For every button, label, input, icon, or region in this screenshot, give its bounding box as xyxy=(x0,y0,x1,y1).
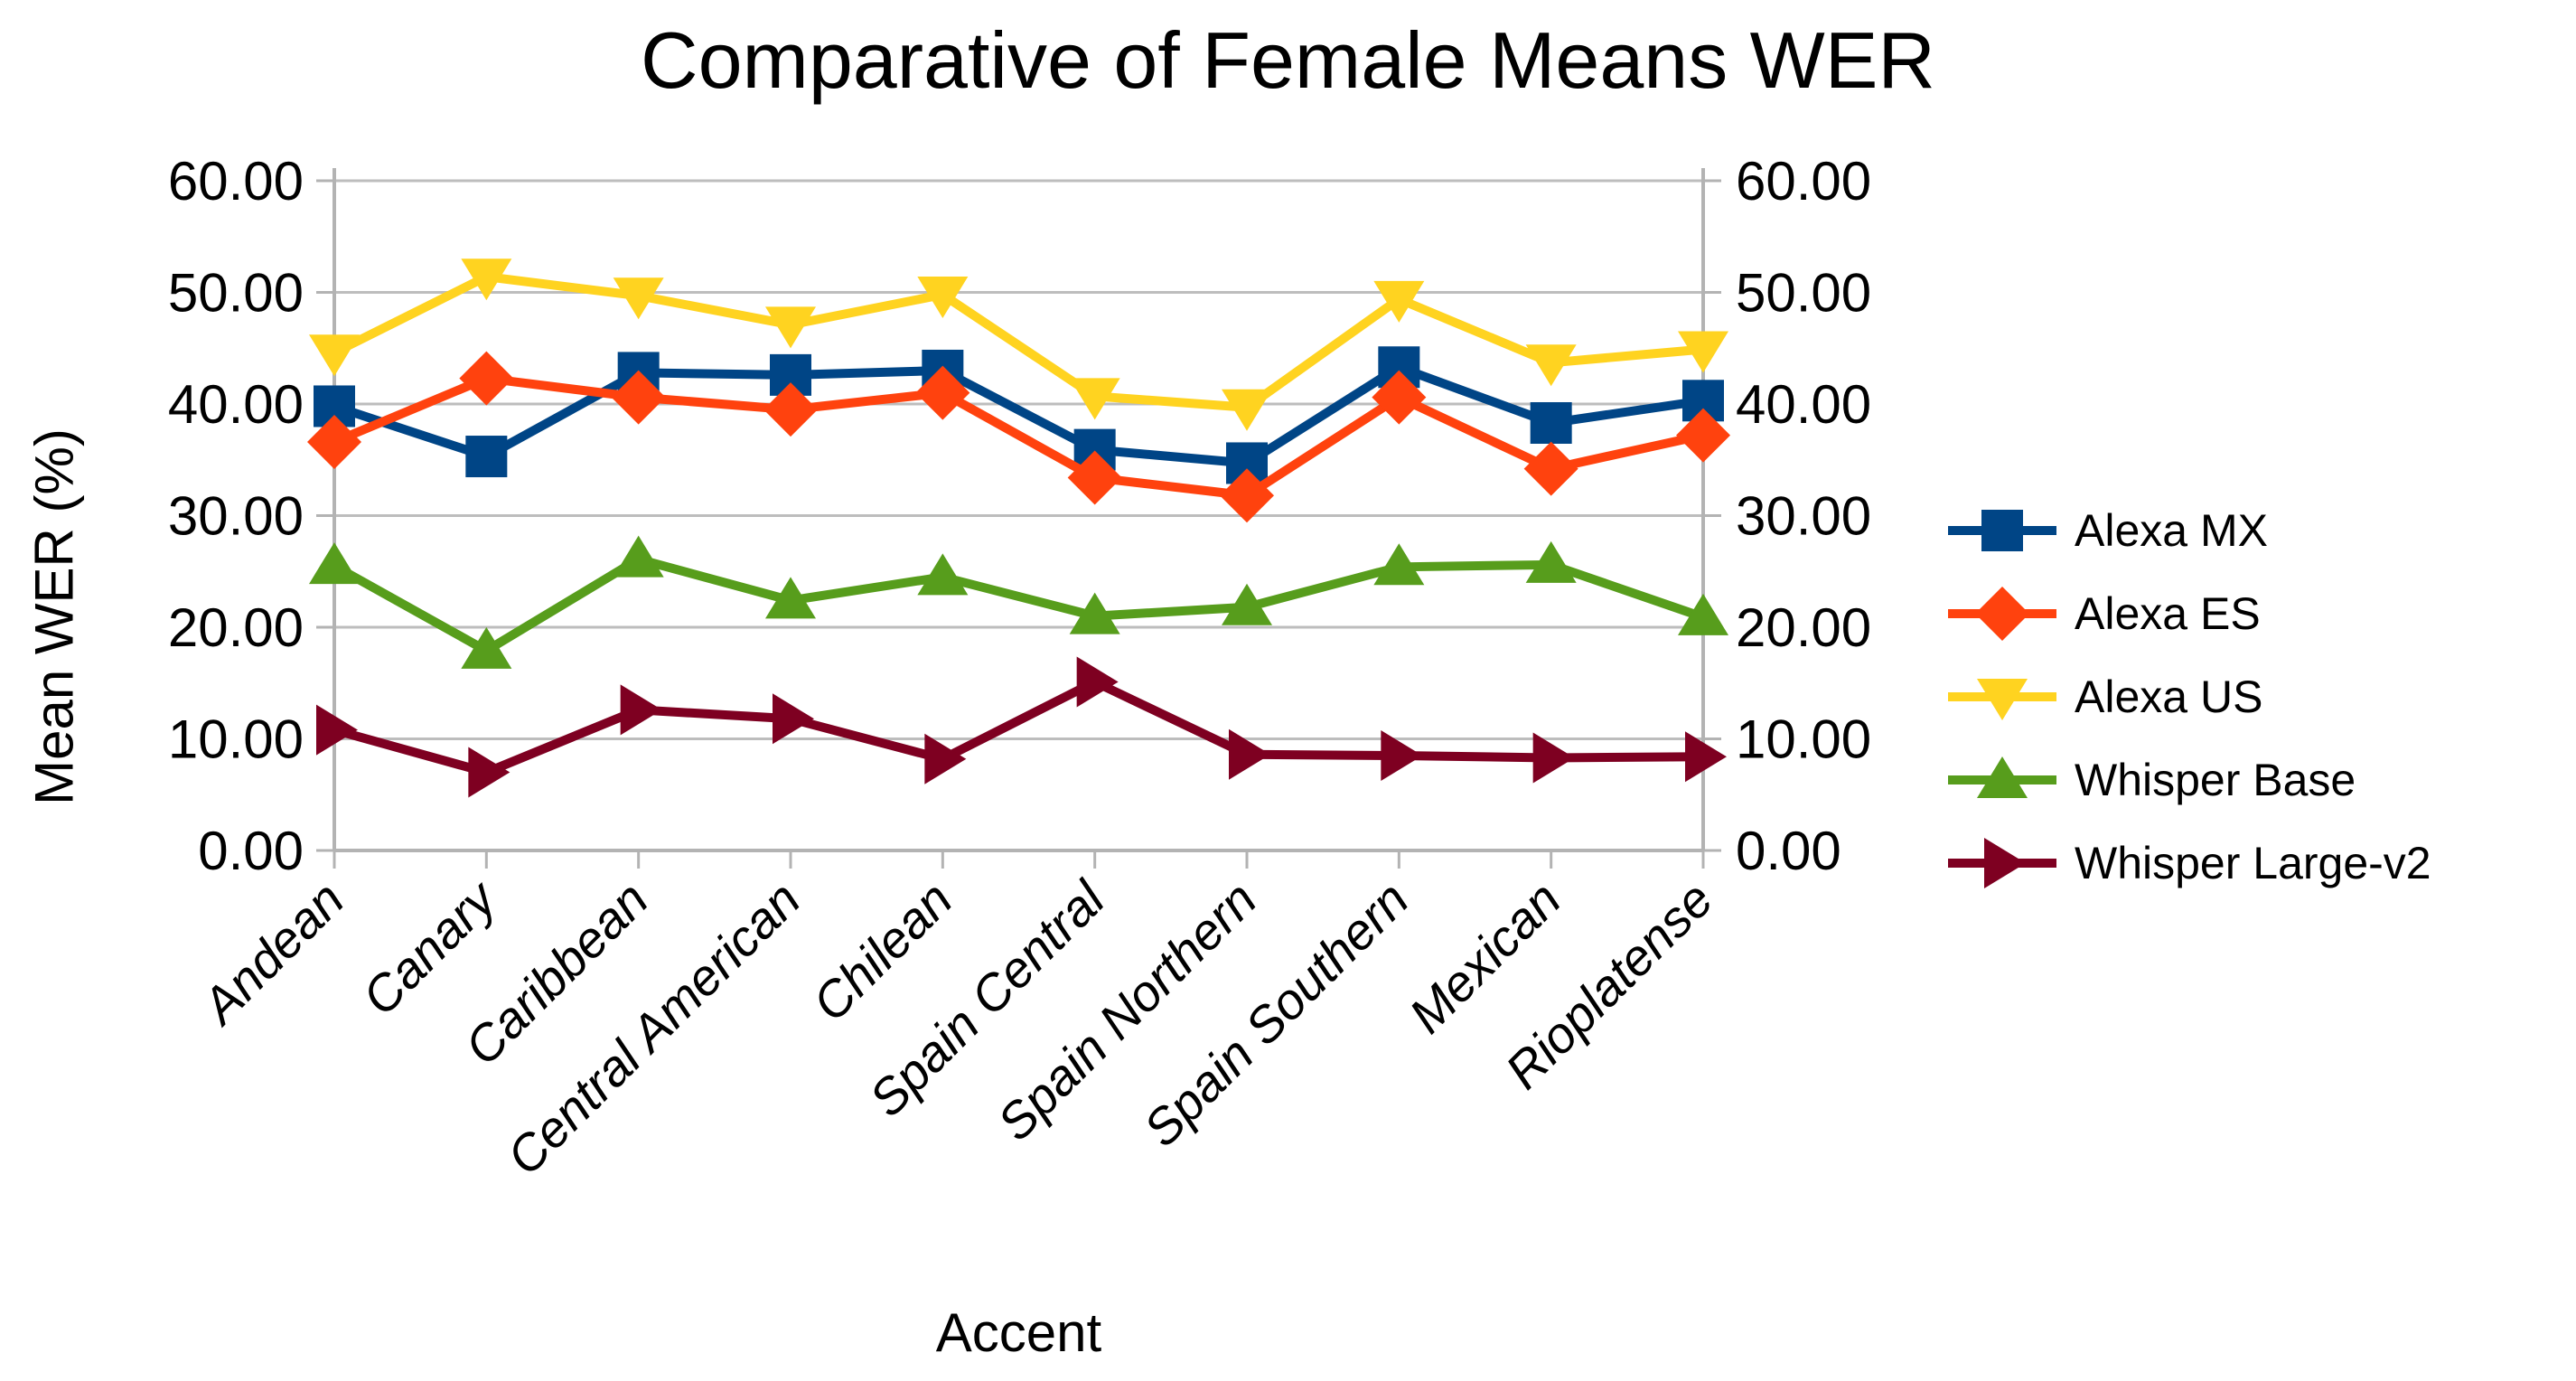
marker-whisper-base xyxy=(309,542,360,585)
marker-whisper-base xyxy=(765,577,816,619)
marker-whisper-large-v2 xyxy=(1229,728,1270,780)
category-label: Canary xyxy=(351,869,509,1026)
y-tick-label-right: 30.00 xyxy=(1736,486,1871,547)
y-tick-label-right: 10.00 xyxy=(1736,709,1871,770)
marker-alexa-es xyxy=(1676,408,1730,463)
marker-alexa-mx xyxy=(465,436,508,478)
marker-alexa-es xyxy=(1067,450,1122,505)
legend-label-whisper-base: Whisper Base xyxy=(2075,755,2356,805)
y-tick-label-right: 0.00 xyxy=(1736,821,1841,881)
y-tick-label-left: 30.00 xyxy=(168,486,304,547)
series-line-alexa-us xyxy=(332,272,1704,412)
category-label: Central American xyxy=(496,870,811,1186)
marker-whisper-large-v2 xyxy=(468,747,511,798)
marker-alexa-us xyxy=(1222,389,1272,431)
marker-alexa-es xyxy=(1372,370,1427,425)
marker-whisper-base xyxy=(461,626,512,669)
legend-item-whisper-large-v2: Whisper Large-v2 xyxy=(1943,835,2431,891)
marker-alexa-es xyxy=(915,365,970,420)
marker-whisper-large-v2 xyxy=(316,704,358,756)
marker-whisper-base xyxy=(917,553,969,596)
marker-whisper-large-v2 xyxy=(1381,730,1423,782)
marker-alexa-es xyxy=(1220,468,1274,523)
marker-whisper-large-v2 xyxy=(1076,656,1119,708)
x-axis-title: Accent xyxy=(935,1302,1102,1363)
marker-whisper-large-v2 xyxy=(1685,731,1727,783)
marker-alexa-us xyxy=(1678,331,1728,373)
marker-whisper-base xyxy=(1069,592,1120,634)
y-tick-label-left: 10.00 xyxy=(168,709,304,770)
legend-label-whisper-large-v2: Whisper Large-v2 xyxy=(2075,838,2431,888)
marker-alexa-us xyxy=(613,277,664,320)
y-tick-label-right: 60.00 xyxy=(1736,151,1871,211)
series-line-whisper-large-v2 xyxy=(333,676,1704,777)
y-tick-label-left: 0.00 xyxy=(198,821,304,881)
y-tick-label-right: 50.00 xyxy=(1736,263,1871,324)
marker-whisper-large-v2 xyxy=(924,733,967,784)
marker-alexa-us xyxy=(1069,378,1120,420)
marker-alexa-mx xyxy=(1530,401,1572,444)
marker-whisper-base xyxy=(1678,593,1728,635)
marker-alexa-us xyxy=(309,334,360,377)
y-tick-label-left: 50.00 xyxy=(168,263,304,324)
marker-alexa-us xyxy=(917,276,969,318)
chart-title: Comparative of Female Means WER xyxy=(641,15,1935,105)
series-line-alexa-mx xyxy=(333,362,1704,468)
legend-label-alexa-es: Alexa ES xyxy=(2075,588,2261,639)
legend-marker-alexa-mx xyxy=(1981,510,2023,551)
marker-whisper-large-v2 xyxy=(620,684,662,736)
y-tick-label-right: 20.00 xyxy=(1736,597,1871,658)
marker-alexa-es xyxy=(307,414,361,469)
marker-alexa-es xyxy=(763,382,818,437)
legend-key-whisper-large-v2 xyxy=(1948,838,2056,888)
marker-alexa-us xyxy=(461,258,512,301)
legend-key-alexa-es xyxy=(1948,587,2056,641)
marker-whisper-base xyxy=(1373,543,1425,586)
marker-alexa-us xyxy=(1525,344,1577,387)
legend-key-whisper-base xyxy=(1948,756,2056,798)
marker-whisper-large-v2 xyxy=(1532,732,1575,784)
marker-whisper-base xyxy=(613,535,664,578)
marker-whisper-base xyxy=(1222,583,1272,625)
legend-key-alexa-us xyxy=(1948,679,2056,720)
marker-alexa-us xyxy=(1373,280,1425,323)
legend-item-alexa-us: Alexa US xyxy=(1943,669,2262,725)
y-tick-label-left: 60.00 xyxy=(168,151,304,211)
legend-label-alexa-us: Alexa US xyxy=(2075,672,2263,722)
legend-marker-alexa-us xyxy=(1977,679,2028,720)
legend-label-alexa-mx: Alexa MX xyxy=(2075,505,2268,556)
legend-marker-whisper-large-v2 xyxy=(1984,838,2026,888)
marker-alexa-es xyxy=(1523,441,1578,496)
legend-item-alexa-mx: Alexa MX xyxy=(1943,503,2268,559)
y-tick-label-left: 40.00 xyxy=(168,374,304,435)
category-label: Spain Northern xyxy=(987,870,1268,1151)
y-tick-label-right: 40.00 xyxy=(1736,374,1871,435)
marker-whisper-large-v2 xyxy=(773,693,814,745)
legend-item-whisper-base: Whisper Base xyxy=(1943,752,2356,808)
legend-key-alexa-mx xyxy=(1948,510,2056,551)
legend-item-alexa-es: Alexa ES xyxy=(1943,586,2261,642)
category-label: Spain Southern xyxy=(1132,870,1419,1158)
legend-marker-whisper-base xyxy=(1977,756,2028,798)
y-tick-label-left: 20.00 xyxy=(168,597,304,658)
marker-alexa-es xyxy=(459,351,514,406)
y-axis-title: Mean WER (%) xyxy=(23,428,85,805)
marker-whisper-base xyxy=(1525,540,1577,583)
marker-alexa-es xyxy=(611,370,666,425)
marker-alexa-us xyxy=(765,306,816,349)
series-line-alexa-es xyxy=(333,373,1705,501)
legend-marker-alexa-es xyxy=(1975,587,2029,641)
series-line-whisper-base xyxy=(332,554,1705,656)
category-label: Andean xyxy=(189,870,354,1036)
